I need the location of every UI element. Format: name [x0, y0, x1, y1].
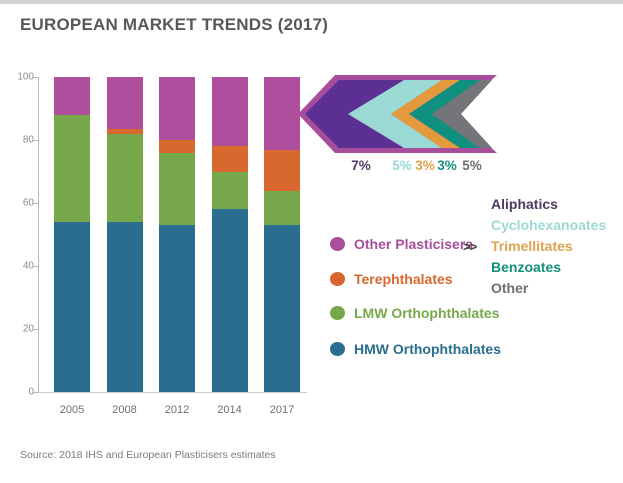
arrow-segment-aliphatics: [305, 80, 404, 148]
bar-segment: [159, 77, 195, 141]
y-axis-label: 60: [22, 197, 34, 209]
source-note: Source: 2018 IHS and European Plasticise…: [20, 449, 276, 461]
percentage-label-benzoates: 3%: [437, 158, 457, 173]
sublist-item: Benzoates: [491, 259, 562, 275]
breakdown-arrow-graphic: [298, 75, 497, 153]
bar-segment: [106, 77, 143, 130]
legend-item-label: Terephthalates: [354, 271, 453, 287]
stacked-bar-2017: [264, 77, 300, 392]
legend-item: Terephthalates: [330, 270, 453, 288]
bar-segment: [264, 149, 300, 191]
bar-segment: [264, 225, 300, 392]
bar-segment: [106, 129, 143, 134]
stacked-bar-2005: [54, 77, 90, 392]
bar-segment: [211, 146, 248, 172]
legend-dot: [330, 306, 345, 320]
bar-segment: [54, 77, 90, 115]
percentage-label-cyclohexanoates: 5%: [392, 158, 412, 173]
bar-segment: [264, 77, 300, 150]
x-axis-label: 2017: [269, 404, 295, 416]
y-axis-tick: [33, 139, 38, 141]
y-axis-tick: [33, 202, 38, 204]
legend-item-label: LMW Orthophthalates: [354, 305, 500, 321]
bar-segment: [54, 221, 90, 392]
sublist-item: Cyclohexanoates: [491, 217, 607, 233]
bar-segment: [106, 221, 143, 392]
legend-item-label: Other Plasticisers: [354, 236, 474, 252]
bar-segment: [211, 209, 248, 392]
bar-segment: [159, 152, 195, 226]
bar-segment: [159, 140, 195, 153]
y-axis-tick: [33, 265, 38, 267]
legend-dot: [330, 272, 345, 286]
stacked-bar-2012: [159, 77, 195, 392]
legend-item: HMW Orthophthalates: [330, 340, 501, 358]
sublist-item: Aliphatics: [491, 196, 558, 212]
plot-area: 0 20 40 60 80 100 2005 2008 2012 2014 2017: [17, 72, 307, 416]
legend-dot: [330, 237, 345, 251]
sublist-item: Other: [491, 280, 529, 296]
top-border-strip: [0, 0, 623, 4]
y-axis-tick: [33, 76, 38, 78]
bar-segment: [211, 77, 248, 147]
legend-item: Other Plasticisers: [330, 235, 473, 253]
arrow-segment-cyclohexanoates: [348, 80, 442, 148]
bar-segment: [159, 225, 195, 392]
arrow-segment-benzoates: [409, 80, 480, 148]
y-axis-label: 20: [22, 323, 34, 335]
y-axis-tick: [33, 391, 38, 393]
legend-item: LMW Orthophthalates: [330, 304, 499, 322]
chart-title: EUROPEAN MARKET TRENDS (2017): [20, 15, 329, 34]
y-axis-label: 100: [17, 71, 34, 83]
y-axis-label: 0: [28, 386, 34, 398]
sublist-item: Trimellitates: [491, 238, 573, 254]
y-axis-label: 80: [22, 134, 34, 146]
y-axis-label: 40: [22, 260, 34, 272]
x-axis-label: 2012: [164, 404, 190, 416]
legend-dot: [330, 342, 345, 356]
bar-segment: [54, 114, 90, 222]
percentage-label-other: 5%: [462, 158, 482, 173]
arrow-segment-other: [432, 80, 492, 148]
x-axis-label: 2014: [217, 404, 242, 416]
arrow-segment-trimellitates: [391, 80, 460, 148]
other-plasticisers-sublist: Aliphatics Cyclohexanoates Trimellitates Be…: [491, 194, 606, 299]
stacked-bar-2014: [211, 77, 248, 392]
bar-segment: [106, 133, 143, 222]
legend-chevron-symbol: >>: [463, 239, 477, 254]
x-axis-label: 2008: [112, 404, 137, 416]
bar-segment: [264, 190, 300, 226]
bar-segment: [211, 171, 248, 210]
percentage-label-trimellitates: 3%: [415, 158, 435, 173]
percentage-label-aliphatics: 7%: [351, 158, 371, 173]
y-axis-tick: [33, 328, 38, 330]
stacked-bar-2008: [106, 77, 143, 392]
legend-item-label: HMW Orthophthalates: [354, 341, 501, 357]
x-axis-label: 2005: [59, 404, 85, 416]
